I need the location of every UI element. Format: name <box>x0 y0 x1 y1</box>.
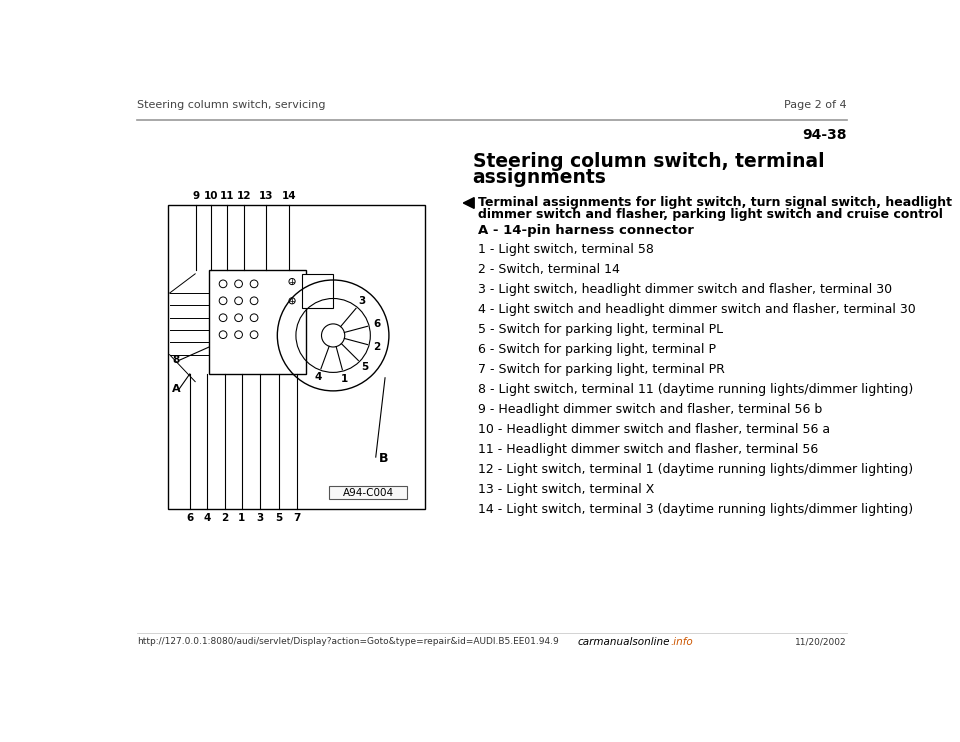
Text: 3: 3 <box>256 513 263 522</box>
Text: A - 14-pin harness connector: A - 14-pin harness connector <box>478 224 694 237</box>
Text: 1: 1 <box>238 513 246 522</box>
Polygon shape <box>464 197 474 209</box>
Text: carmanualsonline: carmanualsonline <box>578 637 670 647</box>
Text: 1 - Light switch, terminal 58: 1 - Light switch, terminal 58 <box>478 243 654 256</box>
Bar <box>329 485 407 499</box>
Text: 94-38: 94-38 <box>803 128 847 142</box>
Text: dimmer switch and flasher, parking light switch and cruise control: dimmer switch and flasher, parking light… <box>478 208 943 220</box>
Text: 7 - Switch for parking light, terminal PR: 7 - Switch for parking light, terminal P… <box>478 363 725 376</box>
Text: 4: 4 <box>204 513 210 522</box>
Text: 5: 5 <box>361 362 369 372</box>
Text: 1: 1 <box>341 373 348 384</box>
Text: 10 - Headlight dimmer switch and flasher, terminal 56 a: 10 - Headlight dimmer switch and flasher… <box>478 423 830 436</box>
Bar <box>168 205 425 509</box>
Text: Steering column switch, terminal: Steering column switch, terminal <box>472 152 825 171</box>
Text: 14: 14 <box>281 191 297 200</box>
Bar <box>302 274 333 309</box>
Text: A94-C004: A94-C004 <box>343 487 394 498</box>
Text: 4 - Light switch and headlight dimmer switch and flasher, terminal 30: 4 - Light switch and headlight dimmer sw… <box>478 303 916 316</box>
Text: 6: 6 <box>186 513 193 522</box>
Text: 5 - Switch for parking light, terminal PL: 5 - Switch for parking light, terminal P… <box>478 323 723 336</box>
Text: 3 - Light switch, headlight dimmer switch and flasher, terminal 30: 3 - Light switch, headlight dimmer switc… <box>478 283 892 296</box>
Text: 12 - Light switch, terminal 1 (daytime running lights/dimmer lighting): 12 - Light switch, terminal 1 (daytime r… <box>478 463 913 476</box>
Text: 3: 3 <box>358 296 366 306</box>
Text: 10: 10 <box>204 191 218 200</box>
Text: 11 - Headlight dimmer switch and flasher, terminal 56: 11 - Headlight dimmer switch and flasher… <box>478 443 818 456</box>
Text: 14 - Light switch, terminal 3 (daytime running lights/dimmer lighting): 14 - Light switch, terminal 3 (daytime r… <box>478 503 913 516</box>
Text: 2: 2 <box>221 513 228 522</box>
Text: Terminal assignments for light switch, turn signal switch, headlight: Terminal assignments for light switch, t… <box>478 196 952 209</box>
Text: A: A <box>172 384 180 394</box>
Text: 2 - Switch, terminal 14: 2 - Switch, terminal 14 <box>478 263 620 276</box>
Text: 11/20/2002: 11/20/2002 <box>795 637 847 646</box>
Text: 4: 4 <box>314 372 322 382</box>
Text: 13: 13 <box>258 191 273 200</box>
Text: B: B <box>379 452 388 465</box>
Text: 2: 2 <box>372 342 380 352</box>
Text: 9 - Headlight dimmer switch and flasher, terminal 56 b: 9 - Headlight dimmer switch and flasher,… <box>478 403 823 416</box>
Text: .info: .info <box>670 637 693 647</box>
Text: 7: 7 <box>293 513 300 522</box>
Text: 6 - Switch for parking light, terminal P: 6 - Switch for parking light, terminal P <box>478 343 716 356</box>
Text: http://127.0.0.1:8080/audi/servlet/Display?action=Goto&type=repair&id=AUDI.B5.EE: http://127.0.0.1:8080/audi/servlet/Displ… <box>137 637 559 646</box>
Text: Page 2 of 4: Page 2 of 4 <box>784 100 847 110</box>
Text: 12: 12 <box>237 191 252 200</box>
Text: 8 - Light switch, terminal 11 (daytime running lights/dimmer lighting): 8 - Light switch, terminal 11 (daytime r… <box>478 383 913 396</box>
Bar <box>209 270 306 374</box>
Text: 13 - Light switch, terminal X: 13 - Light switch, terminal X <box>478 483 655 496</box>
Text: 5: 5 <box>276 513 282 522</box>
Text: Steering column switch, servicing: Steering column switch, servicing <box>137 100 325 110</box>
Text: assignments: assignments <box>472 168 607 187</box>
Text: 6: 6 <box>372 319 380 329</box>
Text: 8: 8 <box>172 355 180 365</box>
Text: 9: 9 <box>192 191 200 200</box>
Text: 11: 11 <box>220 191 234 200</box>
